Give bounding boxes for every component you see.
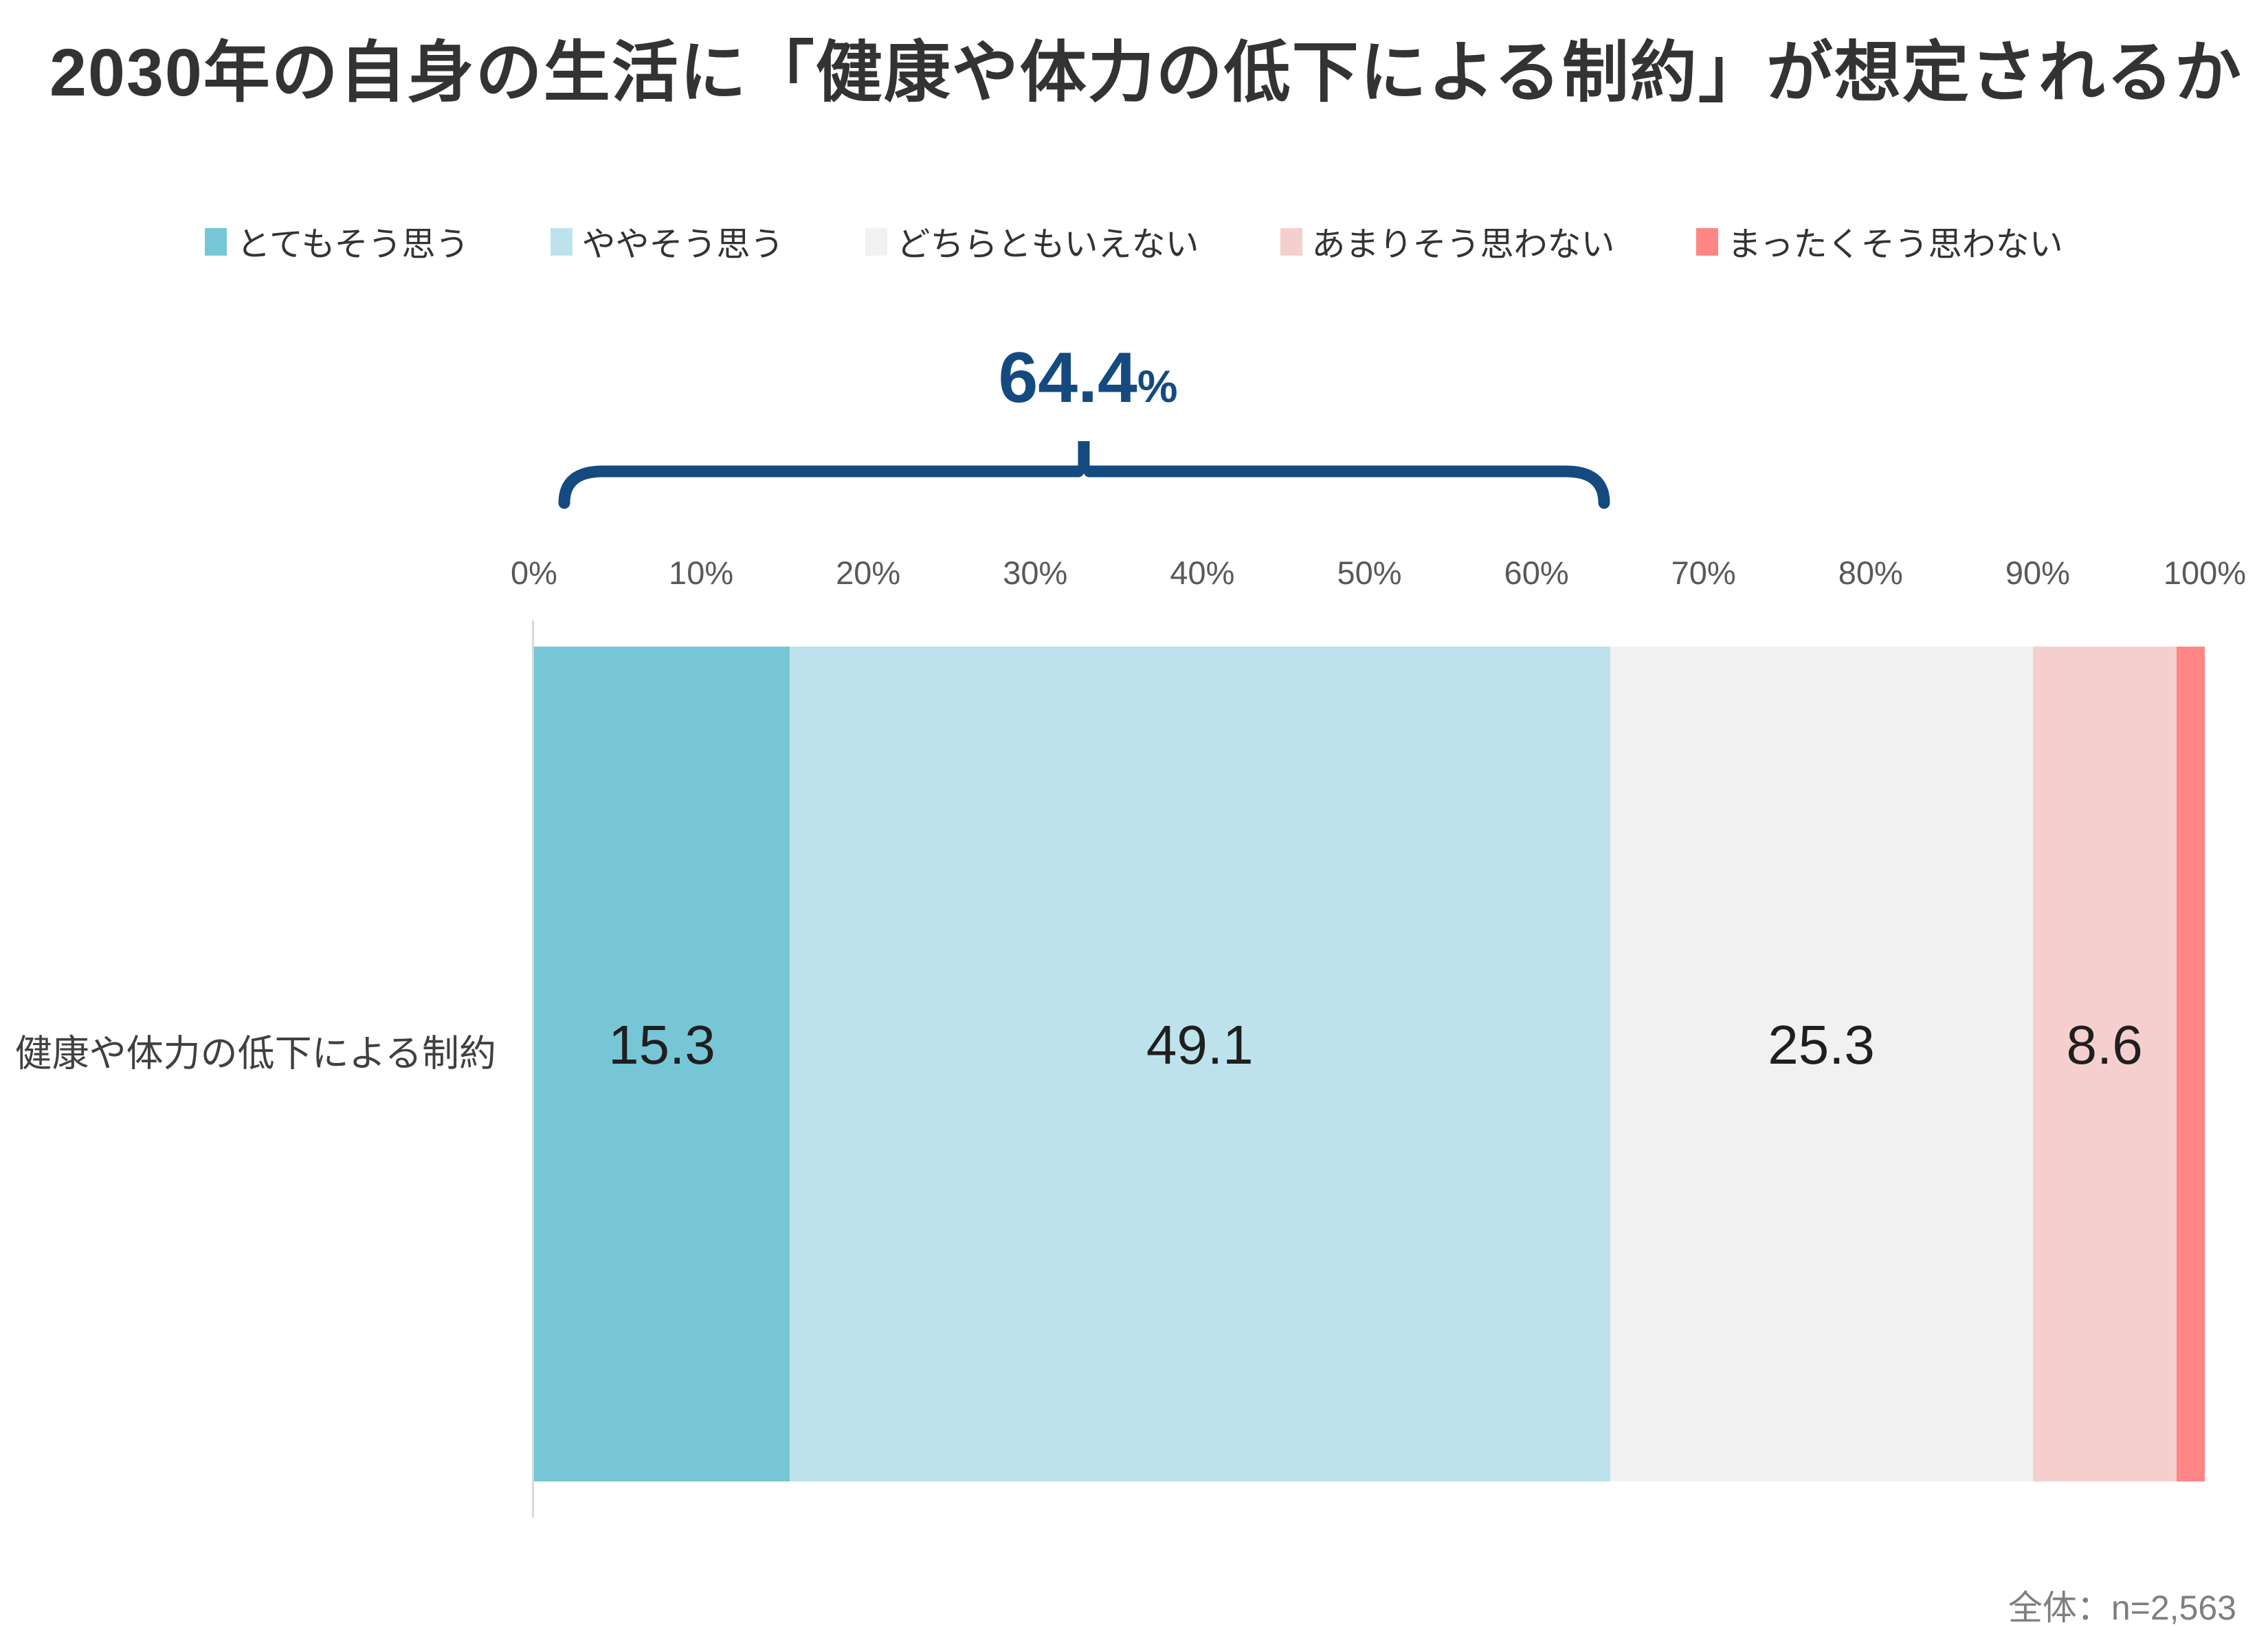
- legend-swatch-icon: [1696, 227, 1718, 256]
- x-axis-tick-label: 70%: [1671, 555, 1736, 591]
- x-axis-tick-label: 80%: [1838, 555, 1903, 591]
- x-axis-tick-label: 50%: [1337, 555, 1402, 591]
- x-axis-tick-label: 10%: [669, 555, 734, 591]
- bar-segment: 49.1: [789, 647, 1610, 1481]
- x-axis-tick-label: 0%: [511, 555, 557, 591]
- x-axis-tick-label: 100%: [2163, 555, 2247, 591]
- bar-segment: 25.3: [1610, 647, 2033, 1481]
- x-axis-tick-labels: 0% 10% 20% 30% 40% 50% 60% 70% 80% 90% 100%: [511, 554, 2246, 595]
- legend-item: どちらともいえない: [865, 217, 1199, 266]
- legend-label: ややそう思う: [581, 226, 784, 263]
- x-axis-tick-label: 40%: [1170, 555, 1235, 591]
- legend-label: まったくそう思わない: [1727, 226, 2063, 263]
- bar-segment: [2176, 647, 2205, 1481]
- bar-segment: 15.3: [534, 647, 790, 1481]
- top2-percentage-annotation: 64.4%: [998, 342, 1177, 414]
- x-axis-tick-label: 90%: [2005, 555, 2070, 591]
- sample-size-note: 全体：n=2,563: [2008, 1589, 2236, 1627]
- legend-item: とてもそう思う: [205, 217, 469, 266]
- legend-swatch-icon: [865, 227, 887, 256]
- bar-value-label: 8.6: [2066, 1014, 2143, 1075]
- bar-value-label: 15.3: [608, 1014, 715, 1075]
- legend-label: あまりそう思わない: [1311, 226, 1615, 263]
- legend-swatch-icon: [1280, 227, 1302, 256]
- chart-title: 2030年の自身の生活に「健康や体力の低下による制約」が想定されるか: [49, 35, 2243, 110]
- top2-percentage-value: 64.4: [998, 338, 1137, 418]
- legend-label: とてもそう思う: [236, 226, 469, 263]
- y-axis-line: [532, 620, 534, 1518]
- legend-label: どちらともいえない: [896, 226, 1199, 263]
- legend-swatch-icon: [205, 227, 227, 256]
- category-label: 健康や体力の低下による制約: [14, 1033, 496, 1075]
- legend-swatch-icon: [550, 227, 572, 256]
- brace-annotation-icon: [558, 441, 1610, 509]
- x-axis-tick-label: 30%: [1003, 555, 1068, 591]
- legend-item: ややそう思う: [550, 217, 784, 266]
- legend-item: あまりそう思わない: [1280, 217, 1615, 266]
- top2-percentage-unit: %: [1137, 361, 1178, 412]
- bar-value-label: 25.3: [1768, 1014, 1875, 1075]
- legend-item: まったくそう思わない: [1696, 217, 2063, 266]
- stacked-bar: 15.3 49.1 25.3 8.6: [534, 647, 2205, 1481]
- bar-segment: 8.6: [2032, 647, 2177, 1481]
- x-axis-tick-label: 20%: [836, 555, 901, 591]
- bar-value-label: 49.1: [1146, 1014, 1254, 1075]
- x-axis-tick-label: 60%: [1504, 555, 1569, 591]
- legend: とてもそう思う ややそう思う どちらともいえない あまりそう思わない まったくそう思わな…: [0, 217, 2268, 266]
